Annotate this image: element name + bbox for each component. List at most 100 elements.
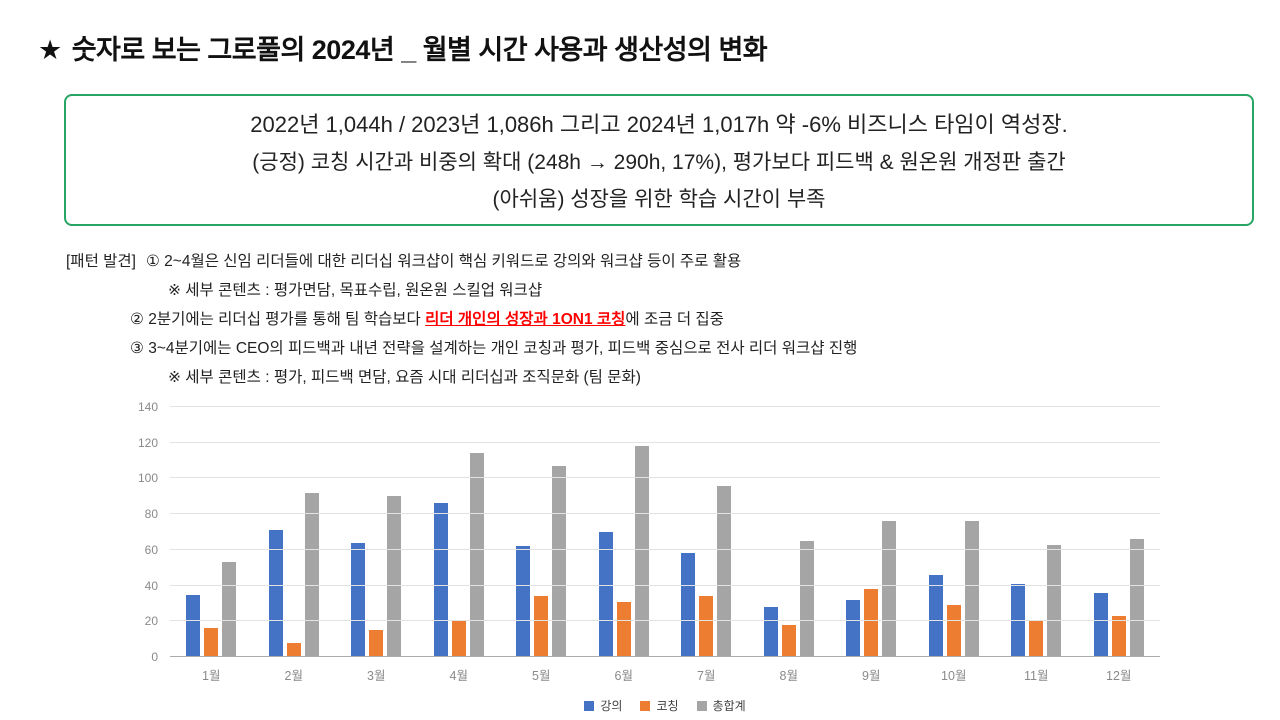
bar-강의: [681, 553, 696, 657]
pattern-item-2-suffix: 에 조금 더 집중: [625, 311, 724, 328]
bar-총합계: [1047, 544, 1062, 657]
x-tick-label: 8월: [779, 669, 798, 683]
y-tick-label: 100: [137, 471, 158, 486]
bar-총합계: [799, 540, 814, 657]
plot-area: 0 20 40 60 80 100 120 140: [138, 401, 1160, 663]
x-tick-label: 6월: [614, 669, 633, 683]
bar-코칭: [204, 628, 219, 657]
bar-group-11월: [995, 407, 1078, 657]
legend-swatch-icon: [640, 700, 651, 711]
bar-코칭: [451, 621, 466, 657]
pattern-item-1: ① 2~4월은 신임 리더들에 대한 리더십 워크샵이 핵심 키워드로 강의와 …: [145, 253, 742, 270]
bar-총합계: [222, 562, 237, 657]
bar-코칭: [1029, 619, 1044, 657]
bar-group-10월: [913, 407, 996, 657]
bar-group-4월: [418, 407, 501, 657]
bar-총합계: [964, 521, 979, 657]
x-tick-label: 9월: [862, 669, 881, 683]
gridline: [170, 513, 1160, 515]
x-tick-label: 11월: [1024, 669, 1049, 683]
bar-강의: [433, 503, 448, 657]
bar-총합계: [469, 453, 484, 657]
bar-group-8월: [748, 407, 831, 657]
pattern-label: [패턴 발견]: [66, 253, 136, 270]
legend-swatch-icon: [696, 700, 707, 711]
page-title: ★ 숫자로 보는 그로풀의 2024년 _ 월별 시간 사용과 생산성의 변화: [38, 28, 768, 67]
bar-총합계: [717, 485, 732, 657]
bar-강의: [763, 607, 778, 657]
x-axis-labels: 1월 2월 3월 4월 5월 6월 7월 8월 9월 10월 11월 12월: [170, 665, 1160, 684]
gridline: [170, 441, 1160, 443]
bar-코칭: [286, 642, 301, 657]
x-tick-label: 12월: [1106, 669, 1132, 683]
summary-line-2: (긍정) 코칭 시간과 비중의 확대 (248h → 290h, 17%), 평…: [252, 151, 1066, 174]
pattern-row-1: [패턴 발견] ① 2~4월은 신임 리더들에 대한 리더십 워크샵이 핵심 키워…: [66, 247, 857, 276]
bar-코칭: [864, 589, 879, 657]
bar-group-2월: [253, 407, 336, 657]
bar-group-1월: [170, 407, 253, 657]
bar-group-7월: [665, 407, 748, 657]
bar-코칭: [781, 624, 796, 657]
summary-line-1: 2022년 1,044h / 2023년 1,086h 그리고 2024년 1,…: [250, 112, 1068, 137]
page-title-text: 숫자로 보는 그로풀의 2024년 _ 월별 시간 사용과 생산성의 변화: [71, 35, 768, 65]
bar-강의: [351, 542, 366, 657]
legend-swatch-icon: [584, 700, 595, 711]
pattern-item-2: ② 2분기에는 리더십 평가를 통해 팀 학습보다 리더 개인의 성장과 1ON…: [130, 305, 857, 334]
pattern-note-1: ※ 세부 콘텐츠 : 평가면담, 목표수립, 원온원 스킬업 워크샵: [168, 282, 543, 299]
y-tick-label: 20: [144, 614, 158, 629]
gridline: [170, 406, 1160, 407]
pattern-item-2-highlight: 리더 개인의 성장과 1ON1 코칭: [425, 311, 626, 328]
bar-group-6월: [583, 407, 666, 657]
bar-코칭: [699, 596, 714, 657]
gridline: [170, 584, 1160, 586]
y-tick-label: 0: [151, 650, 158, 664]
x-tick-label: 10월: [941, 669, 967, 683]
bar-강의: [268, 530, 283, 657]
bar-코칭: [369, 630, 384, 657]
pattern-notes: [패턴 발견] ① 2~4월은 신임 리더들에 대한 리더십 워크샵이 핵심 키워…: [66, 247, 857, 392]
legend-item-코칭: 코칭: [640, 697, 679, 714]
x-tick-label: 2월: [284, 669, 303, 683]
y-tick-label: 60: [144, 542, 158, 557]
bar-group-3월: [335, 407, 418, 657]
pattern-item-3: ③ 3~4분기에는 CEO의 피드백과 내년 전략을 설계하는 개인 코칭과 평…: [130, 340, 858, 357]
x-tick-label: 3월: [367, 669, 386, 683]
star-icon: ★: [38, 35, 62, 65]
legend-label: 코칭: [656, 699, 679, 713]
bar-총합계: [387, 496, 402, 657]
gridline: [170, 548, 1160, 550]
bar-강의: [186, 594, 201, 657]
bar-코칭: [616, 601, 631, 657]
bar-group-12월: [1078, 407, 1161, 657]
y-tick-label: 80: [144, 507, 158, 522]
summary-box: 2022년 1,044h / 2023년 1,086h 그리고 2024년 1,…: [64, 94, 1254, 226]
pattern-item-2-prefix: ② 2분기에는 리더십 평가를 통해 팀 학습보다: [130, 311, 426, 328]
bar-총합계: [1129, 539, 1144, 657]
x-axis-baseline: [170, 656, 1160, 657]
bar-강의: [846, 599, 861, 657]
gridline: [170, 477, 1160, 479]
bar-총합계: [552, 465, 567, 657]
x-tick-label: 4월: [449, 669, 468, 683]
x-tick-label: 5월: [532, 669, 551, 683]
chart-legend: 강의 코칭 총합계: [170, 697, 1160, 714]
bar-코칭: [534, 596, 549, 657]
legend-label: 강의: [600, 699, 623, 713]
bar-강의: [516, 546, 531, 657]
y-tick-label: 140: [137, 400, 158, 414]
bar-코칭: [1111, 615, 1126, 657]
legend-item-강의: 강의: [584, 697, 622, 714]
summary-line-3: (아쉬움) 성장을 위한 학습 시간이 부족: [492, 188, 826, 211]
y-tick-label: 40: [144, 578, 158, 593]
pattern-note-2: ※ 세부 콘텐츠 : 평가, 피드백 면담, 요즘 시대 리더십과 조직문화 (…: [168, 369, 641, 386]
x-tick-label: 1월: [202, 669, 221, 683]
y-tick-label: 120: [137, 435, 158, 450]
bar-총합계: [882, 521, 897, 657]
bar-groups: [170, 407, 1160, 657]
gridline: [170, 620, 1160, 622]
bar-총합계: [304, 492, 319, 657]
bar-강의: [928, 574, 943, 657]
legend-label: 총합계: [712, 699, 746, 713]
bar-총합계: [634, 446, 649, 657]
bar-코칭: [946, 605, 961, 657]
